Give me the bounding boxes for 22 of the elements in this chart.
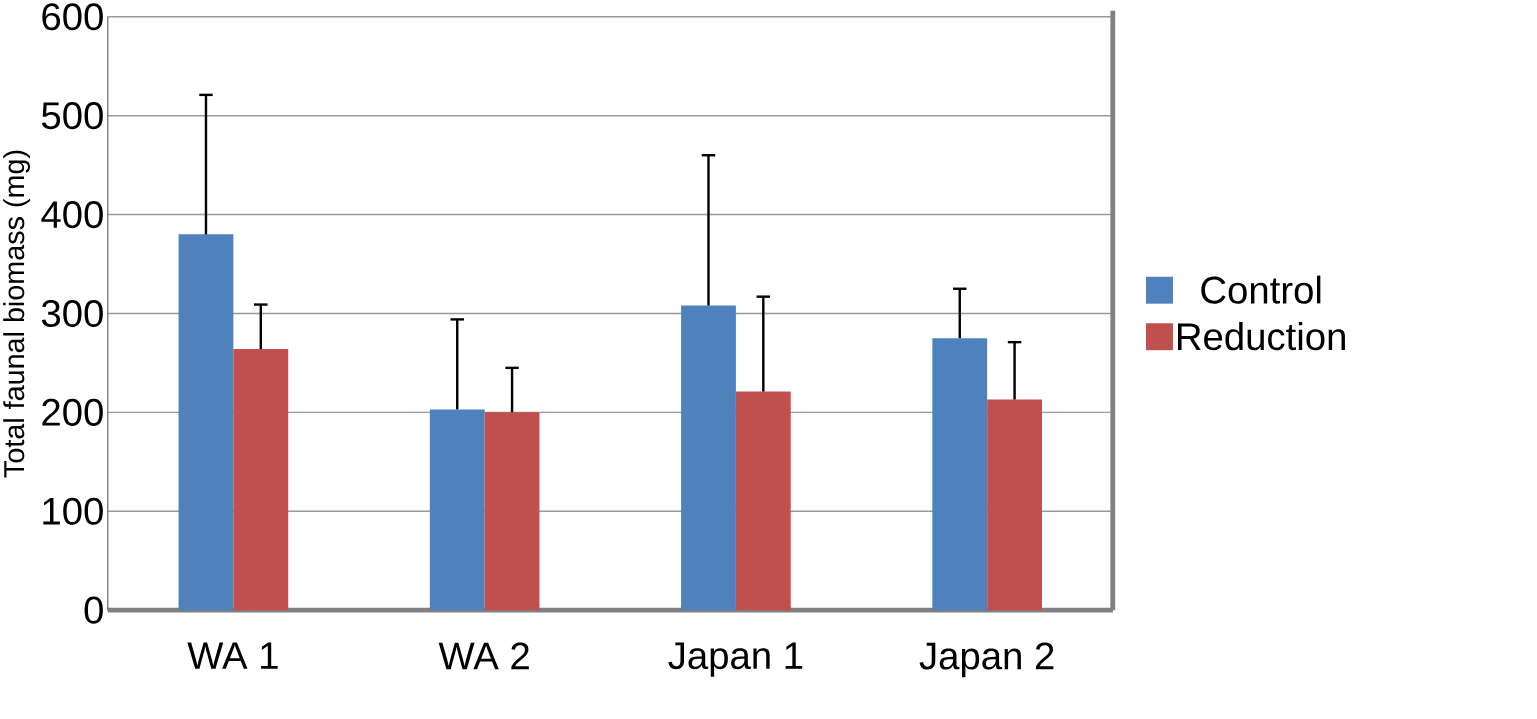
bar: [429, 409, 485, 611]
bar: [178, 234, 234, 611]
bar: [681, 305, 736, 611]
bar: [932, 338, 988, 611]
y-tick-label: 300: [41, 299, 103, 328]
legend-label: Reduction: [1178, 322, 1345, 351]
y-tick-label: 0: [84, 596, 103, 624]
x-tick-label: Japan 1: [668, 642, 803, 677]
bar: [484, 412, 540, 611]
x-tick-label: WA 1: [187, 642, 278, 669]
bar: [233, 349, 289, 611]
bar: [987, 399, 1042, 611]
legend-label: Control: [1201, 275, 1321, 304]
bar: [735, 391, 791, 611]
y-axis-title: Total faunal biomass (mg): [3, 150, 30, 478]
y-tick-label: 100: [43, 497, 103, 525]
y-tick-label: 600: [42, 3, 103, 31]
x-tick-label: WA 2: [438, 642, 529, 670]
y-tick-label: 400: [41, 201, 103, 229]
y-tick-label: 200: [42, 398, 103, 426]
y-tick-label: 500: [41, 102, 103, 130]
x-tick-label: Japan 2: [919, 642, 1054, 678]
